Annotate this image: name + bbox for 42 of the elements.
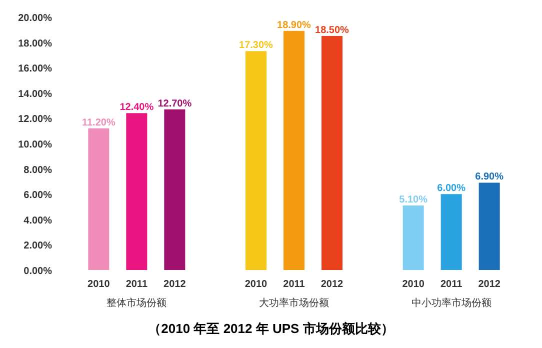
bar (284, 30, 304, 270)
text: 2012 (320, 279, 344, 290)
y-tick-label: 0.00% (24, 266, 52, 277)
text: 2012 (478, 279, 500, 290)
bar (246, 51, 266, 270)
data-label: 18.90% (277, 20, 312, 31)
data-label: 11.20% (82, 117, 116, 128)
x-tick-label: 中小功率市场份额 (411, 297, 492, 309)
data-label: 6.90% (475, 172, 504, 183)
data-label: 12.70% (158, 98, 192, 110)
bar (126, 113, 148, 270)
y-tick-label: 14.00% (18, 88, 52, 100)
text: 2010 (402, 279, 424, 290)
y-tick-label: 8.00% (24, 164, 52, 176)
text: 2011 (440, 279, 462, 290)
y-tick-label: 16.00% (18, 64, 52, 75)
bar (322, 36, 342, 270)
y-tick-label: 4.00% (24, 215, 52, 226)
x-tick-label: 大功率市场份额 (259, 297, 329, 309)
y-tick-label: 20.00% (18, 13, 52, 24)
bar (402, 205, 424, 270)
y-tick-label: 10.00% (18, 140, 52, 150)
text: （2010 年至 2012 年 UPS 市场份额比较） (148, 321, 394, 336)
y-tick-label: 6.00% (24, 190, 52, 202)
bar (440, 194, 462, 270)
y-tick-label: 18.00% (18, 38, 52, 50)
bar (88, 128, 110, 270)
y-tick-label: 12.00% (18, 114, 52, 126)
data-label: 18.50% (315, 24, 350, 36)
data-label: 12.40% (120, 102, 154, 114)
y-tick-label: 2.00% (24, 240, 52, 252)
bar (478, 182, 500, 270)
data-label: 5.10% (399, 194, 428, 206)
data-label: 17.30% (239, 40, 274, 52)
series-label: 2011 (126, 279, 148, 290)
bar (164, 109, 186, 270)
series-label: 2012 (164, 279, 186, 290)
x-tick-label: 整体市场份额 (106, 297, 167, 309)
text: 2010 (244, 279, 268, 290)
text: 2011 (283, 279, 305, 290)
series-label: 2010 (88, 279, 110, 290)
data-label: 6.00% (437, 183, 466, 194)
